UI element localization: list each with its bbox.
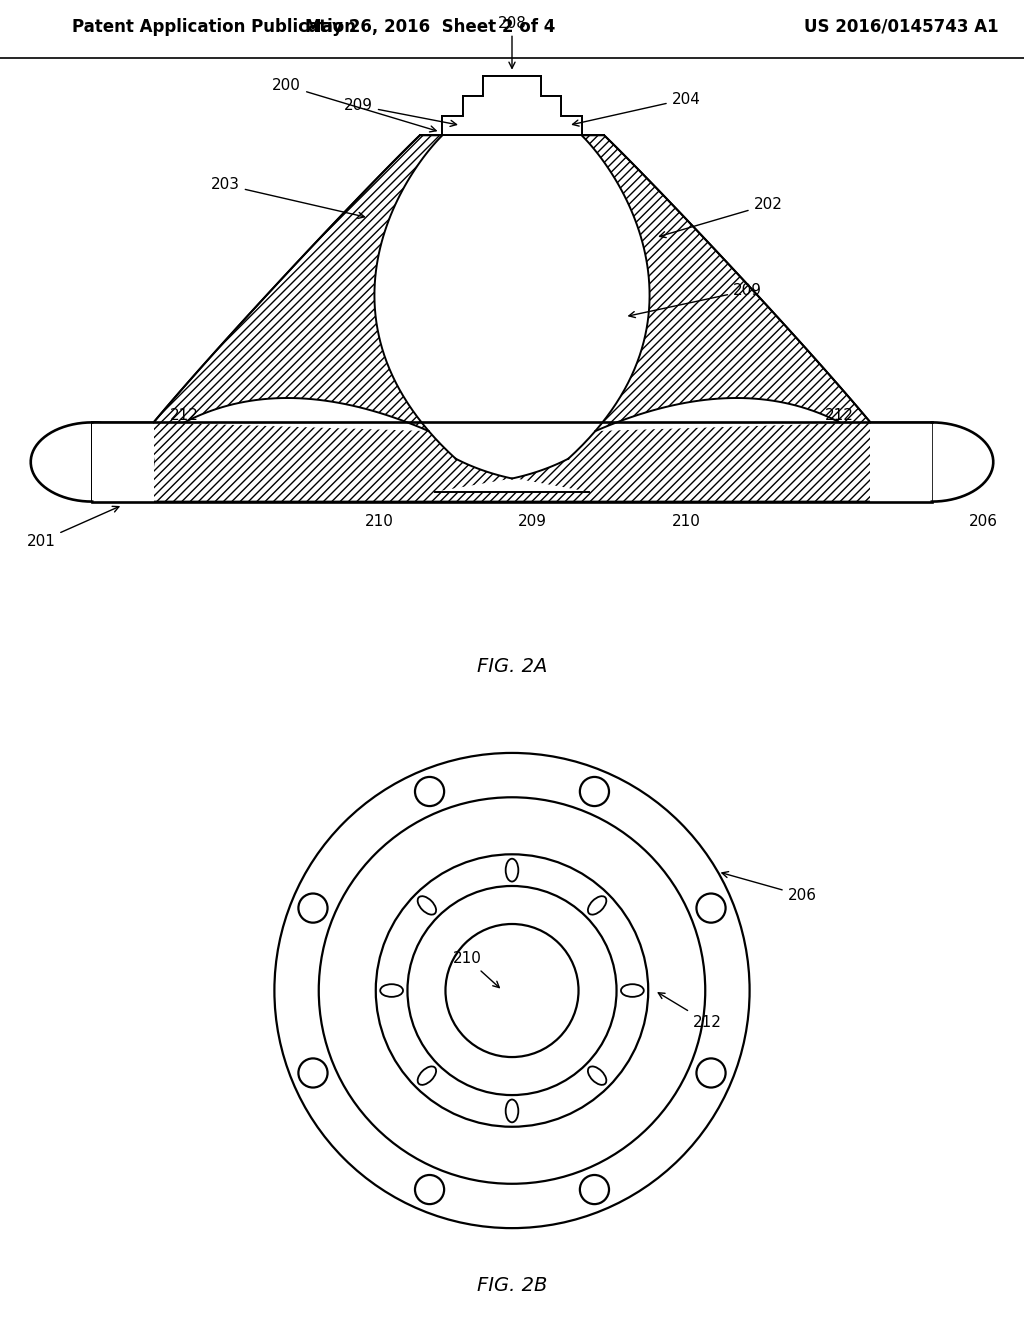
Text: 212: 212 (825, 408, 854, 424)
Text: FIG. 2A: FIG. 2A (477, 657, 547, 676)
Text: 200: 200 (272, 78, 436, 132)
Text: 209: 209 (344, 98, 457, 127)
Polygon shape (92, 422, 154, 502)
Polygon shape (595, 399, 927, 502)
Polygon shape (375, 136, 649, 492)
Text: 212: 212 (170, 408, 199, 424)
Text: FIG. 2B: FIG. 2B (477, 1275, 547, 1295)
Text: 210: 210 (365, 513, 393, 529)
Text: 201: 201 (27, 507, 119, 549)
Text: 204: 204 (572, 91, 700, 127)
Text: 206: 206 (969, 513, 997, 529)
Text: 203: 203 (211, 177, 365, 218)
Text: 210: 210 (672, 513, 700, 529)
Polygon shape (870, 422, 932, 502)
Text: May 26, 2016  Sheet 2 of 4: May 26, 2016 Sheet 2 of 4 (305, 17, 555, 36)
Text: 210: 210 (454, 952, 500, 987)
Text: 209: 209 (629, 282, 762, 318)
Polygon shape (420, 77, 604, 136)
Text: 208: 208 (498, 16, 526, 69)
Text: Patent Application Publication: Patent Application Publication (72, 17, 355, 36)
Text: 212: 212 (658, 993, 722, 1030)
Text: 209: 209 (518, 513, 547, 529)
Text: 202: 202 (659, 197, 782, 238)
Polygon shape (420, 77, 604, 136)
Text: 206: 206 (722, 871, 816, 903)
Text: US 2016/0145743 A1: US 2016/0145743 A1 (804, 17, 998, 36)
Polygon shape (97, 399, 429, 502)
Polygon shape (92, 136, 932, 502)
